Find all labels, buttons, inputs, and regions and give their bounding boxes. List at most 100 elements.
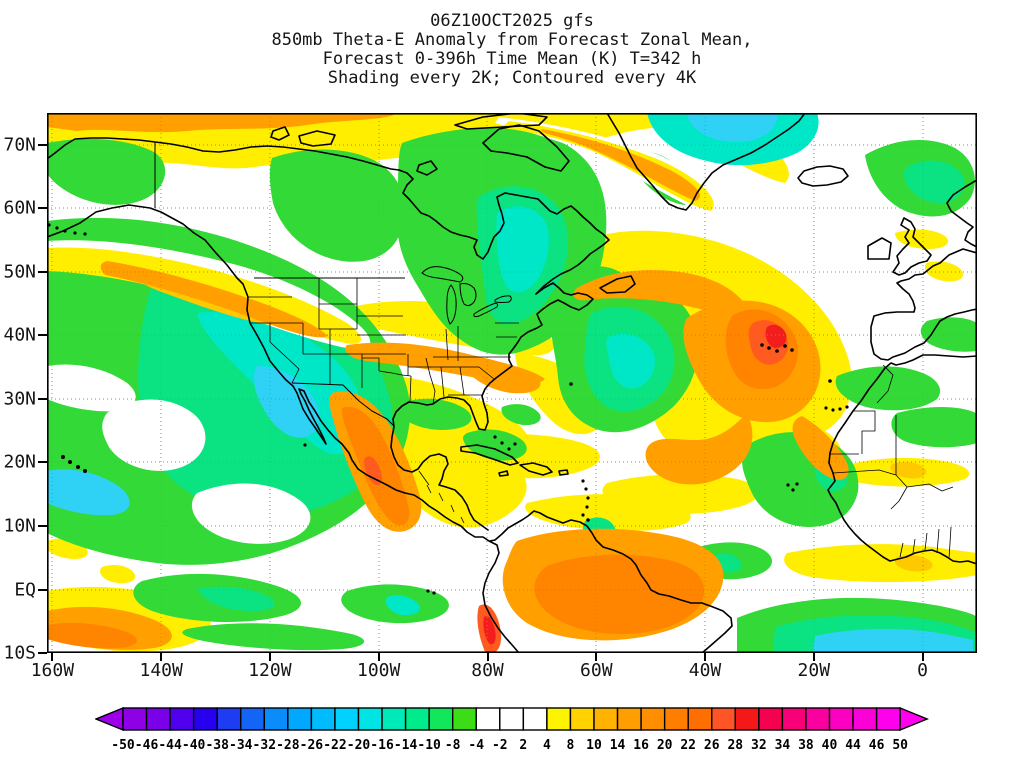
latitude-label: 20N [3,451,36,473]
colorbar-cell [404,707,430,731]
colorbar-level-label: -2 [492,738,508,753]
title-variable-line: 850mb Theta-E Anomaly from Forecast Zona… [271,30,753,50]
latitude-tick [38,270,47,273]
colorbar-level-label: 40 [822,738,838,753]
colorbar-level-label: 32 [751,738,767,753]
colorbar-cell [663,707,689,731]
latitude-label: 60N [3,197,36,219]
colorbar-cell [781,707,807,731]
shading-orange-layer [47,113,849,652]
latitude-tick [38,334,47,337]
colorbar-level-label: 4 [543,738,551,753]
colorbar-cell [640,707,666,731]
colorbar-level-label: -46 [135,738,159,753]
colorbar-cell [499,707,525,731]
colorbar-level-label: 2 [519,738,527,753]
colorbar-level-label: -50 [111,738,135,753]
colorbar-cell [734,707,760,731]
colorbar-cell [875,707,901,731]
colorbar-level-label: -20 [347,738,371,753]
colorbar-cell [452,707,477,731]
latitude-tick [38,524,47,527]
colorbar-level-label: 16 [633,738,649,753]
colorbar-level-label: -16 [370,738,394,753]
colorbar-cell [145,707,171,731]
colorbar-cell [122,707,148,731]
longitude-label: 140W [139,660,183,681]
colorbar-level-label: -38 [205,738,229,753]
colorbar-cell [428,707,454,731]
colorbar-level-label: -28 [276,738,300,753]
colorbar-cell [758,707,784,731]
colorbar-cell [192,707,218,731]
longitude-tick [704,653,706,661]
colorbar-level-label: 8 [567,738,575,753]
colorbar-left-arrow [94,706,124,732]
political-borders-layer [154,142,954,560]
map-canvas [47,113,977,653]
colorbar-cell [687,707,713,731]
title-forecast-line: Forecast 0-396h Time Mean (K) T=342 h [322,49,702,69]
longitude-label: 160W [30,660,75,681]
longitude-label: 0 [917,660,929,681]
title-shading-line: Shading every 2K; Contoured every 4K [327,68,697,88]
latitude-label: 70N [3,134,36,156]
colorbar-level-label: -4 [468,738,484,753]
longitude-tick [921,653,924,661]
colorbar: -50 -46 -44 -40 -38 -34 -32 -28 -26 -22 -20 -16 -14-… [94,706,930,755]
colorbar-cell [263,707,289,731]
longitude-tick [486,653,489,661]
great-lakes-outlines [421,266,512,325]
latitude-tick [38,397,47,400]
colorbar-level-label: 22 [680,738,696,753]
colorbar-level-label: 10 [586,738,602,753]
colorbar-cell [569,707,595,731]
longitude-tick [812,653,815,661]
longitude-tick [268,653,271,661]
colorbar-cell [381,707,407,731]
colorbar-level-label: -26 [300,738,324,753]
colorbar-level-label: -10 [417,738,441,753]
longitude-tick [377,653,380,661]
colorbar-level-label: -8 [445,738,461,753]
chart-title-block: 06Z10OCT2025 gfs 850mb Theta-E Anomaly f… [0,12,1024,88]
colorbar-cell [805,707,831,731]
colorbar-cell [593,707,619,731]
longitude-label: 100W [357,660,401,681]
title-run-line: 06Z10OCT2025 gfs [430,11,594,31]
colorbar-cell [616,707,642,731]
colorbar-cell [216,707,242,731]
colorbar-cell [546,707,572,731]
longitude-tick [160,653,163,661]
longitude-label: 60W [580,660,613,681]
colorbar-level-label: -32 [253,738,276,753]
latitude-label: 50N [3,261,36,283]
latitude-tick [38,588,47,591]
colorbar-cell [828,707,854,731]
colorbar-cell [852,707,878,731]
colorbar-level-label: 20 [657,738,673,753]
colorbar-level-label: 28 [727,738,743,753]
latitude-tick [38,207,47,210]
colorbar-level-label: 26 [704,738,720,753]
shading-green-layer [47,113,977,653]
latitude-tick [38,652,47,654]
colorbar-level-label: 14 [610,738,626,753]
latitude-tick [38,461,47,464]
colorbar-cell [334,707,360,731]
map-area [47,113,977,653]
colorbar-cell [522,707,548,731]
colorbar-level-label: -40 [182,738,206,753]
map-frame [47,113,977,653]
colorbar-cell [711,707,736,731]
longitude-label: 40W [688,660,722,681]
colorbar-svg: -50 -46 -44 -40 -38 -34 -32 -28 -26 -22 -20 -16 -14-… [94,706,930,753]
colorbar-level-label: 38 [798,738,814,753]
latitude-label: EQ [14,579,36,600]
latitude-label: 10N [3,515,36,537]
colorbar-level-label: -14 [394,738,418,753]
latitude-label: 10S [3,642,36,664]
latitude-label: 40N [3,324,36,346]
latitude-label: 30N [3,388,36,410]
